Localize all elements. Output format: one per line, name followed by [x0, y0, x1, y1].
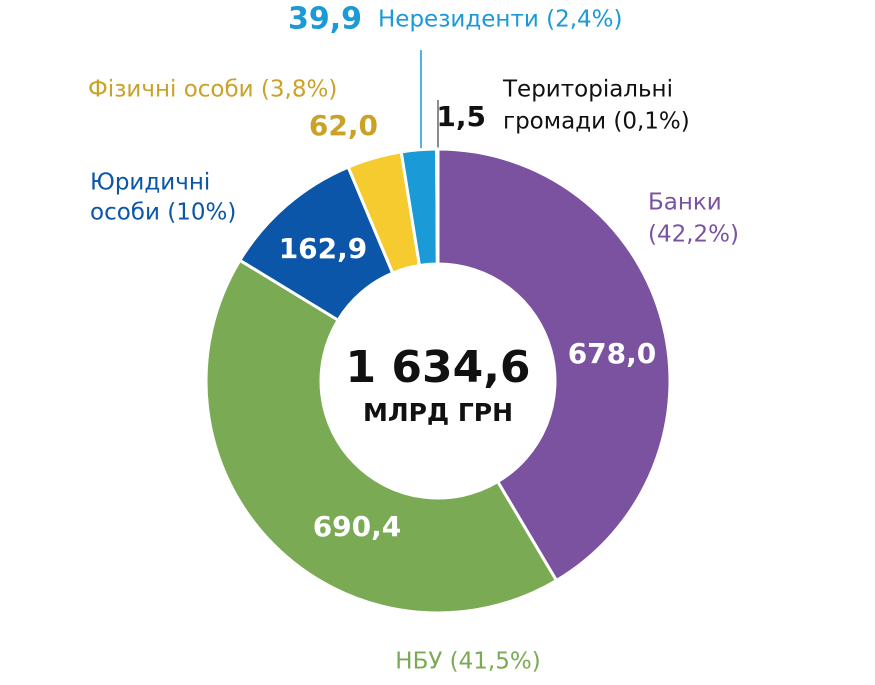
center-unit: МЛРД ГРН	[363, 398, 513, 427]
category-label: Юридичні	[90, 170, 210, 196]
donut-slice	[436, 147, 672, 583]
category-label: Банки	[648, 190, 722, 216]
value-label: 162,9	[279, 232, 368, 265]
donut-slice	[204, 258, 559, 615]
donut-slice	[435, 147, 440, 266]
value-label: 62,0	[309, 109, 378, 142]
center-total: 1 634,6	[345, 342, 530, 393]
category-label: громади (0,1%)	[503, 109, 690, 135]
category-label: Територіальні	[502, 77, 673, 103]
value-label: 690,4	[313, 510, 402, 543]
value-label: 678,0	[568, 337, 657, 370]
value-label: 1,5	[436, 100, 486, 133]
category-label: НБУ (41,5%)	[395, 649, 540, 675]
category-label: Фізичні особи (3,8%)	[88, 77, 337, 103]
value-label: 39,9	[288, 2, 362, 37]
category-label: (42,2%)	[648, 222, 739, 248]
category-label: особи (10%)	[90, 200, 236, 226]
category-label: Нерезиденти (2,4%)	[378, 7, 623, 33]
